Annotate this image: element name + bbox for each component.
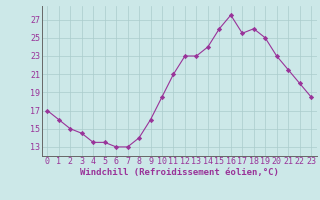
X-axis label: Windchill (Refroidissement éolien,°C): Windchill (Refroidissement éolien,°C) [80,168,279,177]
